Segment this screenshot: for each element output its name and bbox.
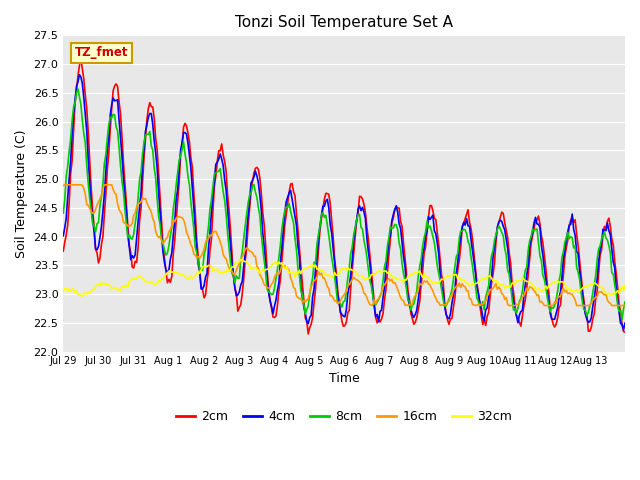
2cm bbox=[77, 56, 84, 61]
4cm bbox=[97, 224, 105, 230]
8cm bbox=[97, 194, 105, 200]
32cm bbox=[620, 288, 627, 293]
8cm bbox=[620, 306, 627, 312]
Text: TZ_fmet: TZ_fmet bbox=[74, 47, 128, 60]
32cm bbox=[547, 282, 554, 288]
32cm bbox=[79, 293, 86, 299]
16cm bbox=[97, 192, 105, 198]
16cm bbox=[61, 182, 68, 188]
32cm bbox=[80, 291, 88, 297]
Line: 16cm: 16cm bbox=[63, 185, 625, 306]
2cm bbox=[97, 241, 105, 247]
8cm bbox=[621, 299, 629, 305]
4cm bbox=[621, 320, 629, 326]
4cm bbox=[350, 237, 358, 243]
Line: 2cm: 2cm bbox=[63, 59, 625, 334]
Line: 4cm: 4cm bbox=[63, 75, 625, 330]
16cm bbox=[547, 303, 554, 309]
Line: 8cm: 8cm bbox=[63, 89, 625, 320]
4cm bbox=[545, 299, 552, 304]
4cm bbox=[60, 233, 67, 239]
2cm bbox=[620, 329, 627, 335]
2cm bbox=[351, 235, 359, 240]
4cm bbox=[618, 321, 626, 327]
Title: Tonzi Soil Temperature Set A: Tonzi Soil Temperature Set A bbox=[235, 15, 453, 30]
X-axis label: Time: Time bbox=[329, 372, 360, 385]
8cm bbox=[545, 302, 552, 308]
16cm bbox=[621, 303, 629, 309]
8cm bbox=[74, 86, 82, 92]
8cm bbox=[350, 232, 358, 238]
8cm bbox=[461, 227, 469, 233]
16cm bbox=[620, 303, 627, 309]
32cm bbox=[621, 283, 629, 289]
4cm bbox=[461, 222, 469, 228]
2cm bbox=[547, 307, 554, 313]
16cm bbox=[404, 303, 412, 309]
2cm bbox=[463, 212, 470, 217]
8cm bbox=[80, 131, 88, 136]
2cm bbox=[60, 248, 67, 254]
16cm bbox=[463, 288, 470, 294]
Y-axis label: Soil Temperature (C): Soil Temperature (C) bbox=[15, 129, 28, 258]
2cm bbox=[305, 331, 312, 337]
16cm bbox=[350, 275, 358, 280]
Legend: 2cm, 4cm, 8cm, 16cm, 32cm: 2cm, 4cm, 8cm, 16cm, 32cm bbox=[172, 405, 517, 428]
32cm bbox=[351, 268, 359, 274]
16cm bbox=[80, 186, 88, 192]
16cm bbox=[60, 182, 67, 188]
8cm bbox=[60, 210, 67, 216]
32cm bbox=[237, 257, 244, 263]
32cm bbox=[463, 281, 470, 287]
2cm bbox=[621, 329, 629, 335]
32cm bbox=[97, 280, 105, 286]
8cm bbox=[618, 317, 626, 323]
2cm bbox=[80, 76, 88, 82]
4cm bbox=[80, 95, 88, 101]
4cm bbox=[620, 327, 627, 333]
Line: 32cm: 32cm bbox=[63, 260, 625, 296]
32cm bbox=[60, 288, 67, 294]
4cm bbox=[76, 72, 83, 78]
